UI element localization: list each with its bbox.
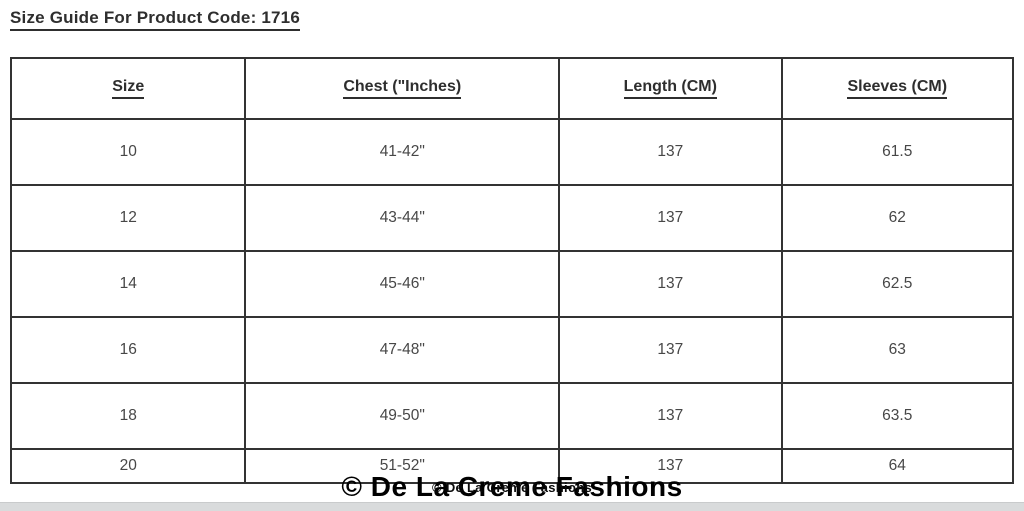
cell-length: 137	[558, 316, 783, 384]
cell-size: 14	[9, 250, 247, 318]
table-row: 14 45-46" 137 62.5	[9, 250, 1015, 318]
page-title: Size Guide For Product Code: 1716	[10, 8, 300, 31]
column-header-sleeves-label: Sleeves (CM)	[847, 78, 948, 99]
cell-length: 137	[558, 118, 783, 186]
cell-length: 137	[558, 382, 783, 450]
column-header-chest-label: Chest ("Inches)	[343, 78, 462, 99]
cell-length: 137	[558, 250, 783, 318]
cell-size: 16	[9, 316, 247, 384]
table-header-row: Size Chest ("Inches) Length (CM) Sleeves…	[9, 57, 1015, 120]
cell-sleeves: 63	[780, 316, 1015, 384]
column-header-size-label: Size	[112, 78, 145, 99]
cell-chest: 47-48"	[244, 316, 561, 384]
column-header-sleeves: Sleeves (CM)	[780, 57, 1015, 120]
cell-size: 20	[9, 448, 247, 484]
column-header-length-label: Length (CM)	[623, 78, 717, 99]
column-header-size: Size	[9, 57, 247, 120]
table-row: 10 41-42" 137 61.5	[9, 118, 1015, 186]
cell-chest: 45-46"	[244, 250, 561, 318]
cell-chest: 43-44"	[244, 184, 561, 252]
table-row: 18 49-50" 137 63.5	[9, 382, 1015, 450]
table-row: 16 47-48" 137 63	[9, 316, 1015, 384]
column-header-length: Length (CM)	[558, 57, 783, 120]
cell-chest: 49-50"	[244, 382, 561, 450]
table-row: 12 43-44" 137 62	[9, 184, 1015, 252]
size-guide-table: Size Chest ("Inches) Length (CM) Sleeves…	[9, 57, 1015, 484]
cell-sleeves: 64	[780, 448, 1015, 484]
cell-sleeves: 62	[780, 184, 1015, 252]
table-row: 20 51-52" 137 64	[9, 448, 1015, 484]
cell-sleeves: 62.5	[780, 250, 1015, 318]
cell-length: 137	[558, 184, 783, 252]
cell-size: 12	[9, 184, 247, 252]
column-header-chest: Chest ("Inches)	[244, 57, 561, 120]
cell-size: 10	[9, 118, 247, 186]
cell-length: 137	[558, 448, 783, 484]
cell-sleeves: 61.5	[780, 118, 1015, 186]
cell-chest: 51-52"	[244, 448, 561, 484]
cell-sleeves: 63.5	[780, 382, 1015, 450]
cell-chest: 41-42"	[244, 118, 561, 186]
bottom-strip	[0, 502, 1024, 511]
cell-size: 18	[9, 382, 247, 450]
page-title-text: Size Guide For Product Code: 1716	[10, 8, 300, 31]
